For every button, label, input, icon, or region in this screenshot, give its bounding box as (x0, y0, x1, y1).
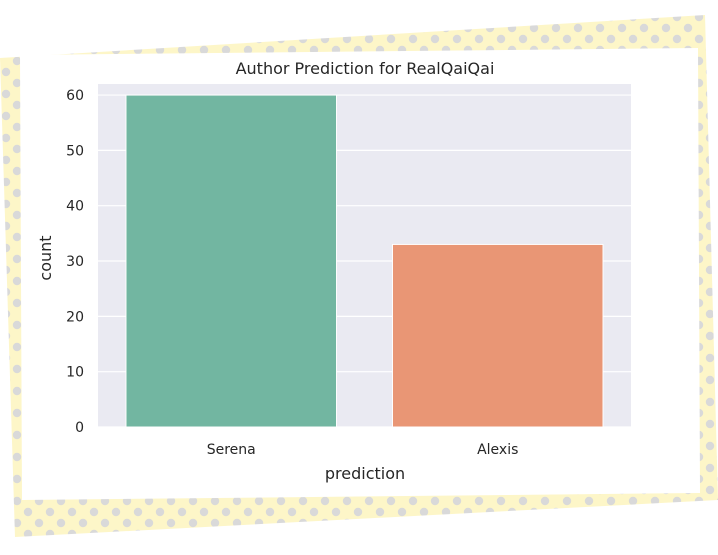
y-tick-label: 30 (66, 254, 84, 270)
x-axis-label: prediction (325, 464, 405, 483)
y-axis-ticks: 0 10 20 30 40 50 60 (66, 88, 84, 436)
y-axis-label: count (36, 235, 55, 280)
x-tick-label: Alexis (477, 442, 518, 458)
y-tick-label: 40 (66, 199, 84, 215)
y-tick-label: 20 (66, 309, 84, 325)
y-tick-label: 50 (66, 143, 84, 159)
bar-serena (125, 94, 338, 428)
y-tick-label: 10 (66, 365, 84, 381)
y-tick-label: 0 (75, 420, 84, 436)
bars (125, 94, 604, 428)
bar-alexis (391, 243, 604, 428)
chart-title: Author Prediction for RealQaiQai (236, 59, 495, 78)
x-tick-label: Serena (207, 442, 256, 458)
x-axis-ticks: Serena Alexis (207, 442, 519, 458)
y-tick-label: 60 (66, 88, 84, 104)
